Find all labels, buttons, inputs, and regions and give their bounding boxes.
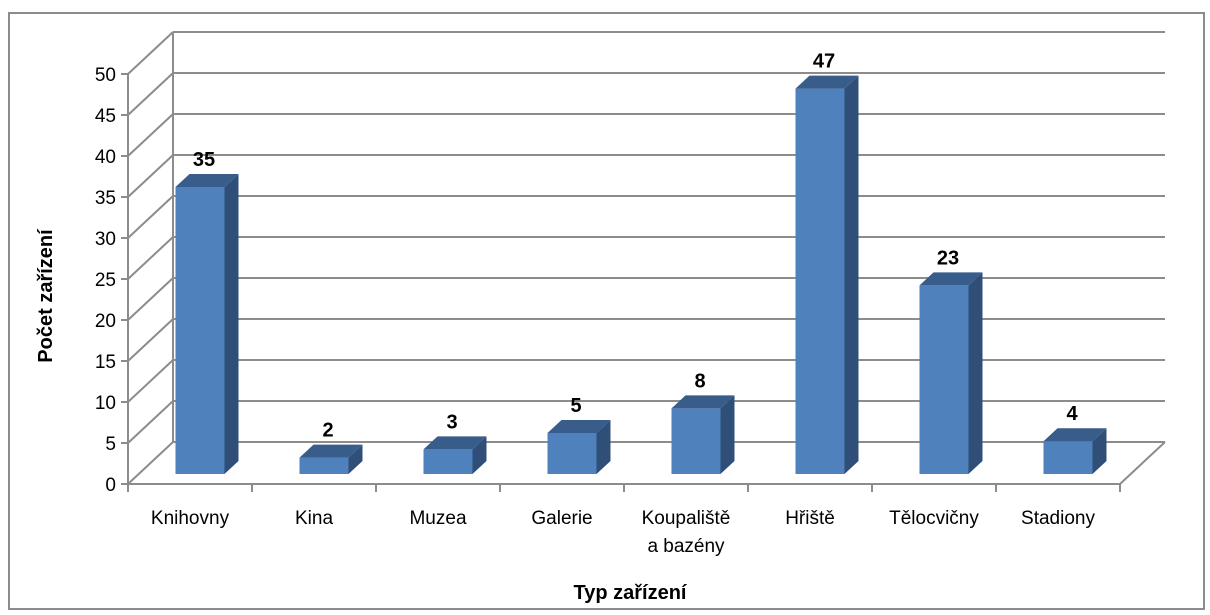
axes — [121, 73, 1166, 492]
y-tick-label: 0 — [105, 475, 116, 496]
x-tick-label: Koupaliště a bazény — [642, 508, 731, 557]
bar — [795, 75, 859, 474]
bar-front — [423, 449, 473, 474]
gridline-diagonal — [127, 359, 174, 403]
bar — [1043, 428, 1107, 474]
gridline-diagonal — [127, 400, 174, 444]
data-label: 8 — [694, 370, 705, 392]
gridline-diagonal — [127, 236, 174, 280]
bar — [919, 272, 983, 474]
data-label: 35 — [193, 149, 215, 171]
x-axis-title: Typ zařízení — [574, 582, 688, 604]
data-label: 5 — [570, 395, 581, 417]
x-tick-label: Kina — [295, 508, 333, 529]
bar-front — [175, 187, 225, 474]
y-tick-label: 10 — [95, 393, 116, 414]
x-tick-label: Galerie — [531, 508, 592, 529]
gridline-diagonal — [127, 31, 174, 75]
bar — [671, 395, 735, 474]
gridline-diagonal — [127, 195, 174, 239]
y-tick-label: 25 — [95, 270, 116, 291]
bar-side — [472, 436, 487, 474]
bar-front — [299, 457, 349, 474]
bar-side — [224, 174, 239, 474]
bar-front — [671, 408, 721, 474]
gridline-diagonal — [127, 318, 174, 362]
bar — [547, 420, 611, 474]
bar-top — [919, 272, 983, 286]
bar-top — [671, 395, 735, 409]
y-tick-label: 50 — [95, 65, 116, 86]
bar-top — [1043, 428, 1107, 442]
data-label: 47 — [813, 51, 835, 73]
bar-top — [299, 444, 363, 458]
bar-front — [919, 285, 969, 474]
bar-front — [1043, 441, 1093, 474]
y-tick-label: 15 — [95, 352, 116, 373]
gridline-diagonal — [127, 113, 174, 157]
bar — [175, 174, 239, 474]
bar-side — [844, 75, 859, 474]
gridlines — [127, 31, 1165, 485]
data-label: 3 — [446, 411, 457, 433]
bars — [175, 75, 1107, 474]
bar — [299, 444, 363, 474]
bar-side — [1092, 428, 1107, 474]
y-tick-label: 35 — [95, 188, 116, 209]
x-tick-label: Muzea — [409, 508, 466, 529]
bar-front — [795, 88, 845, 474]
bar-top — [423, 436, 487, 450]
bar-side — [596, 420, 611, 474]
bar-side — [348, 444, 363, 474]
y-tick-label: 40 — [95, 147, 116, 168]
bar-top — [795, 75, 859, 89]
gridline-diagonal — [127, 277, 174, 321]
data-label: 4 — [1066, 403, 1078, 425]
data-label: 2 — [322, 420, 333, 442]
y-tick-label: 30 — [95, 229, 116, 250]
x-tick-label: Stadiony — [1021, 508, 1095, 529]
y-tick-label: 5 — [105, 434, 116, 455]
bar-front — [547, 433, 597, 474]
gridline-diagonal — [127, 154, 174, 198]
x-tick-label: Tělocvičny — [889, 508, 979, 529]
bar-side — [720, 395, 735, 474]
bar — [423, 436, 487, 474]
y-tick-label: 45 — [95, 106, 116, 127]
gridline-diagonal — [127, 72, 174, 116]
x-tick-label: Knihovny — [151, 508, 230, 529]
floor-right-edge — [1119, 441, 1166, 485]
x-tick-label: Hřiště — [785, 508, 835, 529]
bar-top — [175, 174, 239, 187]
y-tick-label: 20 — [95, 311, 116, 332]
y-axis-title: Počet zařízení — [35, 228, 57, 363]
data-label: 23 — [937, 247, 959, 269]
gridline-diagonal — [127, 441, 174, 485]
bar-side — [968, 272, 983, 474]
bar-top — [547, 420, 611, 433]
